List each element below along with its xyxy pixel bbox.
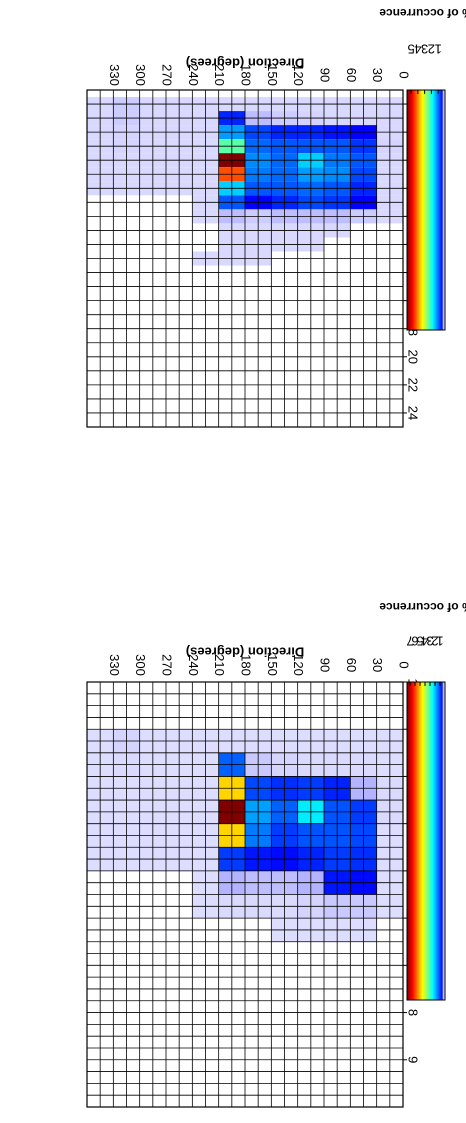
y-tick-label: 210: [212, 654, 227, 676]
y-axis-label: Direction (degrees): [186, 56, 304, 71]
colorbar-tick-label: 4: [414, 42, 421, 57]
y-tick-label: 150: [265, 654, 280, 676]
colorbar-tick-label: 1: [436, 634, 443, 649]
y-tick-label: 300: [133, 64, 148, 86]
colorbar-label: % of occurrence: [379, 6, 466, 20]
heatmap-panel-top: 2468101214161820222403060901201501802102…: [86, 6, 466, 428]
x-tick-label: 20: [406, 350, 421, 364]
y-tick-label: 270: [160, 654, 175, 676]
x-tick-label: 22: [406, 378, 421, 392]
y-tick-label: 0: [397, 661, 412, 668]
colorbar-tick-label: 5: [407, 42, 414, 57]
colorbar-tick-label: 4: [421, 634, 428, 649]
y-tick-label: 30: [370, 658, 385, 672]
y-tick-label: 30: [370, 68, 385, 82]
colorbar-tick-label: 6: [411, 634, 418, 649]
x-tick-label: 9: [406, 1056, 421, 1063]
y-tick-label: 270: [160, 64, 175, 86]
colorbar-tick-label: 2: [428, 42, 435, 57]
x-tick-label: 24: [406, 406, 421, 420]
y-tick-label: 210: [212, 64, 227, 86]
y-tick-label: 330: [107, 64, 122, 86]
heatmap-panel-bottom: 1234567890306090120150180210240270300330…: [86, 600, 466, 1108]
y-tick-label: 180: [239, 64, 254, 86]
colorbar-tick-label: 5: [416, 634, 423, 649]
y-tick-label: 300: [133, 654, 148, 676]
plot-frame: [86, 681, 404, 1108]
colorbar-tick-label: 2: [431, 634, 438, 649]
colorbar-swatch: [407, 90, 409, 330]
colorbar-tick-label: 7: [406, 634, 413, 649]
colorbar-tick-label: 3: [421, 42, 428, 57]
y-tick-label: 180: [239, 654, 254, 676]
y-tick-label: 0: [397, 71, 412, 78]
colorbar-frame: [406, 89, 446, 331]
y-tick-label: 120: [291, 64, 306, 86]
colorbar-tick-label: 3: [426, 634, 433, 649]
colorbar-tick-label: 1: [435, 42, 442, 57]
y-tick-label: 120: [291, 654, 306, 676]
y-tick-label: 240: [186, 64, 201, 86]
plot-frame: [86, 89, 404, 428]
y-tick-label: 90: [318, 68, 333, 82]
colorbar-swatch: [407, 682, 409, 1000]
y-tick-label: 90: [318, 658, 333, 672]
colorbar-frame: [406, 681, 446, 1001]
y-tick-label: 240: [186, 654, 201, 676]
y-tick-label: 60: [344, 68, 359, 82]
y-tick-label: 60: [344, 658, 359, 672]
x-tick-label: 8: [406, 1009, 421, 1016]
y-axis-label: Direction (degrees): [186, 645, 304, 660]
y-tick-label: 150: [265, 64, 280, 86]
y-tick-label: 330: [107, 654, 122, 676]
colorbar-label: % of occurrence: [379, 600, 466, 614]
